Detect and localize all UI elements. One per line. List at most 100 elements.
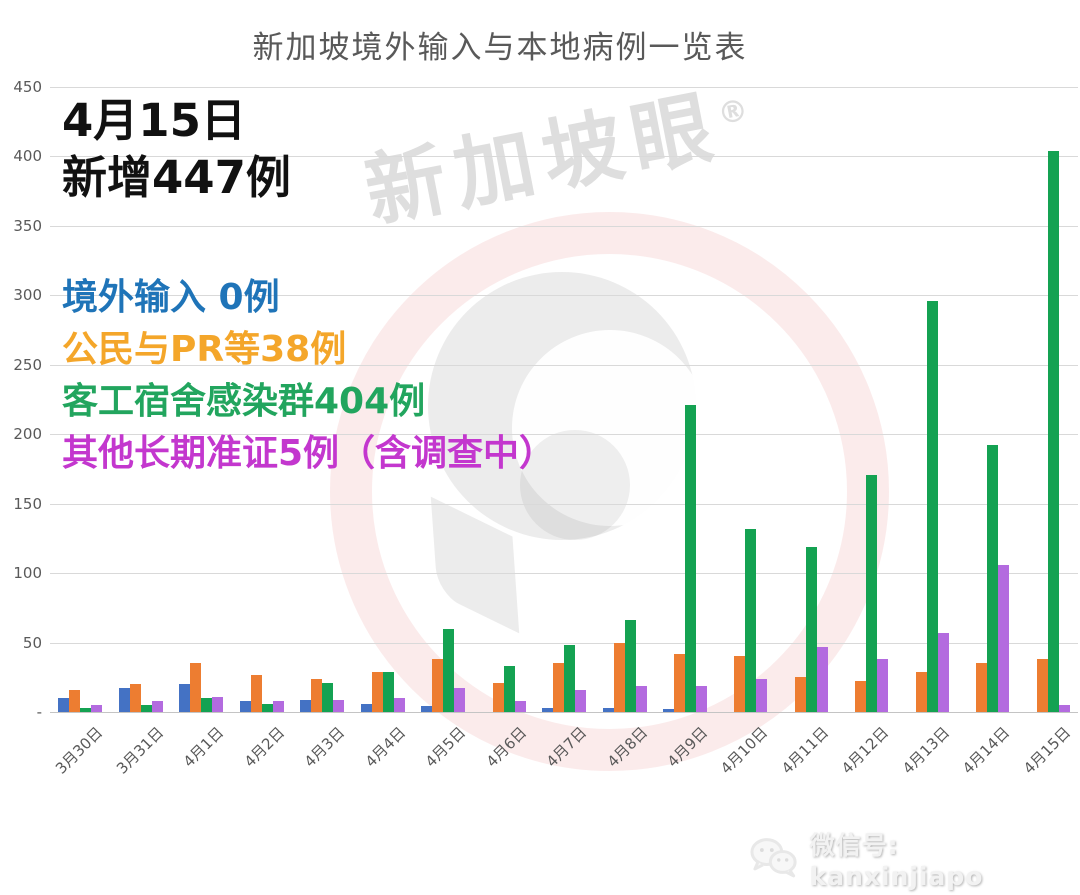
bar-其他长期准证-4月9日	[695, 685, 707, 712]
bar-客工宿舍感染群-4月8日	[624, 620, 636, 712]
bar-其他长期准证-4月10日	[756, 678, 768, 712]
legend-other-pass: 其他长期准证5例（含调查中）	[62, 433, 556, 474]
gridline	[50, 156, 1078, 158]
bar-客工宿舍感染群-4月13日	[926, 300, 938, 712]
x-tick-text: 4月5日	[421, 723, 470, 771]
bar-其他长期准证-4月2日	[272, 700, 284, 712]
wechat-icon	[750, 837, 797, 877]
bar-境外输入-4月5日	[421, 706, 433, 712]
bar-客工宿舍感染群-4月10日	[745, 528, 757, 712]
bar-客工宿舍感染群-4月11日	[805, 546, 817, 712]
gridline	[50, 503, 1078, 505]
footer: 微信号: kanxinjiapo	[748, 826, 1080, 891]
watermark-text: 新加坡眼®	[357, 79, 752, 240]
bar-公民与PR等-4月1日	[190, 663, 202, 712]
bar-境外输入-4月8日	[602, 707, 614, 712]
bar-公民与PR等-4月7日	[553, 663, 564, 712]
bar-公民与PR等-4月4日	[371, 671, 383, 712]
bar-境外输入-4月1日	[179, 684, 191, 712]
bar-公民与PR等-4月14日	[976, 663, 988, 712]
annotation-count: 新增447例	[62, 151, 291, 204]
x-tick-text: 4月1日	[179, 723, 228, 771]
x-tick-text: 4月14日	[959, 723, 1014, 778]
bar-客工宿舍感染群-4月12日	[866, 474, 878, 712]
bar-其他长期准证-4月4日	[393, 698, 405, 712]
x-tick-text: 3月31日	[112, 723, 167, 778]
legend-dormitory: 客工宿舍感染群404例	[62, 381, 426, 422]
bar-其他长期准证-3月30日	[91, 705, 103, 712]
chart-title: 新加坡境外输入与本地病例一览表	[252, 30, 748, 66]
y-tick-label: 200	[13, 425, 42, 444]
bar-客工宿舍感染群-4月2日	[261, 703, 273, 712]
x-tick-text: 4月8日	[603, 723, 651, 771]
x-tick-text: 4月13日	[898, 723, 953, 778]
bar-其他长期准证-4月6日	[514, 700, 526, 712]
bar-境外输入-4月9日	[662, 709, 674, 712]
date-annotation: 4月15日 新增447例	[62, 92, 291, 206]
bar-公民与PR等-4月13日	[915, 671, 927, 712]
x-tick-text: 4月10日	[717, 723, 772, 778]
gridline	[50, 87, 1078, 88]
bar-境外输入-4月4日	[360, 703, 372, 712]
bar-公民与PR等-3月31日	[129, 684, 141, 712]
bar-其他长期准证-4月11日	[816, 646, 828, 712]
gridline	[50, 295, 1078, 297]
bar-公民与PR等-4月12日	[855, 681, 867, 712]
registered-mark: ®	[715, 92, 752, 133]
bar-公民与PR等-4月11日	[794, 677, 806, 712]
y-tick-label: 150	[13, 494, 42, 513]
bar-客工宿舍感染群-4月15日	[1047, 150, 1059, 712]
bar-公民与PR等-4月10日	[734, 656, 746, 712]
bar-公民与PR等-4月5日	[432, 659, 444, 712]
y-tick-label: 100	[13, 564, 42, 583]
bar-客工宿舍感染群-4月3日	[322, 682, 334, 712]
gridline	[50, 364, 1078, 366]
bar-境外输入-3月30日	[58, 698, 70, 712]
y-tick-label: 350	[13, 216, 42, 235]
bar-境外输入-4月3日	[300, 699, 312, 712]
gridline	[50, 573, 1078, 575]
x-tick-text: 4月2日	[240, 723, 288, 771]
x-tick-text: 4月12日	[838, 723, 893, 778]
bar-境外输入-3月31日	[118, 688, 130, 712]
bar-其他长期准证-4月13日	[937, 632, 949, 712]
bar-公民与PR等-3月30日	[69, 689, 81, 712]
x-tick-text: 4月15日	[1019, 723, 1074, 778]
gridline	[50, 225, 1078, 227]
bar-客工宿舍感染群-4月4日	[382, 671, 394, 712]
bar-客工宿舍感染群-4月5日	[443, 628, 455, 712]
x-tick-text: 4月7日	[542, 723, 591, 771]
bar-客工宿舍感染群-3月30日	[80, 707, 92, 712]
y-tick-label: 250	[13, 355, 42, 374]
bar-客工宿舍感染群-4月1日	[201, 698, 213, 712]
bar-其他长期准证-4月14日	[998, 564, 1010, 712]
legend-citizens-pr: 公民与PR等38例	[62, 329, 347, 370]
gridline	[50, 712, 1078, 713]
bar-境外输入-4月7日	[542, 707, 553, 712]
y-tick-label: 400	[13, 147, 42, 166]
y-tick-label: 50	[22, 633, 42, 652]
bar-境外输入-4月2日	[239, 700, 251, 712]
bar-其他长期准证-4月7日	[575, 689, 586, 712]
bar-其他长期准证-4月5日	[454, 688, 466, 712]
bar-客工宿舍感染群-4月14日	[987, 445, 999, 712]
legend-imported: 境外输入 0例	[62, 277, 280, 318]
bar-公民与PR等-4月6日	[492, 682, 504, 712]
gridline	[50, 642, 1078, 644]
bar-其他长期准证-4月8日	[635, 685, 647, 712]
bar-客工宿舍感染群-4月7日	[564, 645, 575, 712]
x-tick-text: 4月6日	[482, 723, 530, 771]
bar-其他长期准证-4月15日	[1058, 705, 1070, 712]
bar-公民与PR等-4月3日	[311, 678, 323, 712]
bar-其他长期准证-4月3日	[333, 699, 345, 712]
y-tick-label: 300	[13, 286, 42, 305]
bar-公民与PR等-4月2日	[250, 674, 262, 712]
bar-客工宿舍感染群-4月6日	[503, 666, 515, 712]
bar-客工宿舍感染群-4月9日	[684, 405, 696, 712]
x-tick-text: 4月11日	[777, 723, 833, 778]
legend: 境外输入 0例 公民与PR等38例 客工宿舍感染群404例 其他长期准证5例（含…	[62, 272, 555, 480]
bar-公民与PR等-4月15日	[1036, 659, 1048, 712]
bar-客工宿舍感染群-3月31日	[140, 705, 152, 712]
gridline	[50, 434, 1078, 436]
